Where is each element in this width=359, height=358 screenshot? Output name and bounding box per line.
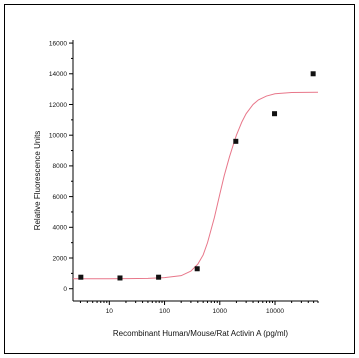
y-tick-label: 12000: [49, 102, 67, 109]
data-point: [117, 275, 123, 281]
data-point: [310, 71, 316, 77]
fit-curve: [73, 91, 319, 280]
x-axis-label: Recombinant Human/Mouse/Rat Activin A (p…: [113, 329, 289, 338]
y-tick-label: 8000: [53, 163, 68, 170]
y-tick-label: 0: [63, 286, 67, 293]
y-axis-ticks: 0 2000 4000 6000 8000 10000 12000 14000 16000: [49, 40, 73, 293]
data-point: [272, 111, 278, 117]
x-tick-label: 100: [159, 308, 170, 315]
outer-frame: [4, 4, 355, 354]
x-axis-ticks: 10 100 1000 10000: [79, 301, 319, 315]
y-tick-label: 2000: [53, 255, 68, 262]
y-tick-label: 4000: [53, 225, 68, 232]
y-tick-label: 16000: [49, 40, 67, 47]
x-tick-label: 10: [106, 308, 114, 315]
data-point: [78, 274, 84, 280]
data-point: [233, 138, 239, 144]
y-tick-label: 10000: [49, 132, 67, 139]
data-point: [156, 274, 162, 280]
y-tick-label: 6000: [53, 194, 68, 201]
x-tick-label: 1000: [213, 308, 228, 315]
data-point: [194, 266, 200, 272]
y-tick-label: 14000: [49, 71, 67, 78]
data-points: [78, 71, 316, 281]
y-axis-label: Relative Fluorescence Units: [33, 131, 42, 231]
x-tick-label: 10000: [266, 308, 284, 315]
